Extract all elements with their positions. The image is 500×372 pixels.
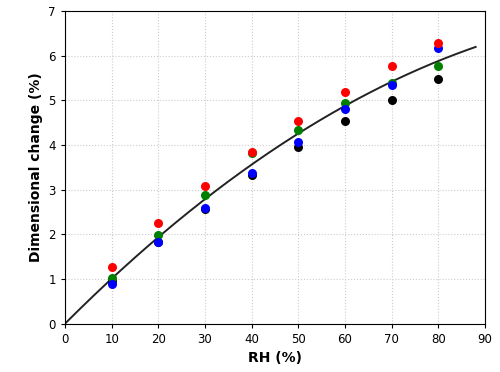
Point bbox=[294, 138, 302, 144]
Point bbox=[108, 263, 116, 269]
Point bbox=[248, 150, 256, 156]
Point bbox=[388, 82, 396, 88]
Point bbox=[434, 62, 442, 68]
Point bbox=[108, 281, 116, 287]
X-axis label: RH (%): RH (%) bbox=[248, 351, 302, 365]
Point bbox=[201, 205, 209, 211]
Point bbox=[154, 240, 162, 246]
Point bbox=[201, 183, 209, 189]
Point bbox=[294, 118, 302, 124]
Point bbox=[201, 192, 209, 198]
Point bbox=[248, 149, 256, 155]
Point bbox=[388, 80, 396, 86]
Point bbox=[294, 127, 302, 133]
Point bbox=[434, 40, 442, 46]
Point bbox=[154, 240, 162, 246]
Point bbox=[341, 118, 349, 124]
Point bbox=[248, 170, 256, 176]
Point bbox=[434, 76, 442, 82]
Y-axis label: Dimensional change (%): Dimensional change (%) bbox=[29, 73, 43, 262]
Point bbox=[388, 97, 396, 103]
Point bbox=[388, 63, 396, 69]
Point bbox=[108, 275, 116, 281]
Point bbox=[341, 106, 349, 112]
Point bbox=[341, 89, 349, 95]
Point bbox=[108, 278, 116, 284]
Point bbox=[294, 144, 302, 150]
Point bbox=[434, 45, 442, 51]
Point bbox=[201, 206, 209, 212]
Point bbox=[154, 220, 162, 226]
Point bbox=[341, 100, 349, 106]
Point bbox=[154, 232, 162, 238]
Point bbox=[248, 173, 256, 179]
